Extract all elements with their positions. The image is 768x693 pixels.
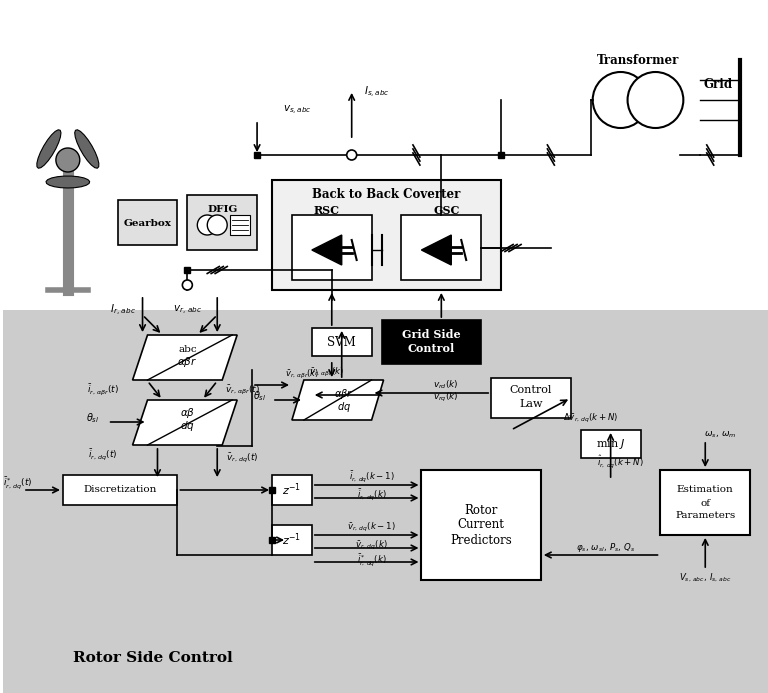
FancyBboxPatch shape [187, 195, 257, 250]
Text: $\bar{i}_{r,\,dq}(k)$: $\bar{i}_{r,\,dq}(k)$ [356, 488, 386, 502]
Text: $v_{s,abc}$: $v_{s,abc}$ [283, 103, 311, 116]
Text: $\bar{i}^*_{r,\,dq}(t)$: $\bar{i}^*_{r,\,dq}(t)$ [3, 475, 33, 491]
FancyBboxPatch shape [3, 0, 768, 310]
Text: $v_{rd}(k)$: $v_{rd}(k)$ [433, 379, 459, 392]
Polygon shape [133, 400, 237, 445]
Text: $\bar{i}_{r,\,\alpha\beta r}(t)$: $\bar{i}_{r,\,\alpha\beta r}(t)$ [87, 383, 119, 398]
Text: $\bar{v}_{r,\,\alpha\beta r}(k)$: $\bar{v}_{r,\,\alpha\beta r}(k)$ [285, 367, 319, 380]
Polygon shape [74, 130, 99, 168]
FancyBboxPatch shape [581, 430, 641, 458]
Text: GSC: GSC [433, 204, 459, 216]
Text: Grid Side: Grid Side [402, 328, 461, 340]
FancyBboxPatch shape [3, 310, 768, 693]
Text: $z^{-1}$: $z^{-1}$ [283, 532, 302, 548]
Text: $\bar{v}_{r,\,dq}(k)$: $\bar{v}_{r,\,dq}(k)$ [356, 538, 388, 552]
Text: $\bar{v}_{r,\,dq}(t)$: $\bar{v}_{r,\,dq}(t)$ [226, 451, 258, 464]
FancyBboxPatch shape [230, 215, 250, 235]
Polygon shape [46, 176, 90, 188]
Text: Transformer: Transformer [598, 53, 680, 67]
Text: Discretization: Discretization [84, 486, 157, 495]
Text: $\bar{v}_{r,\,dq}(k-1)$: $\bar{v}_{r,\,dq}(k-1)$ [347, 520, 396, 534]
FancyBboxPatch shape [118, 200, 177, 245]
Circle shape [56, 148, 80, 172]
Text: $\bar{v}_{r,\,\alpha\beta r}(t)$: $\bar{v}_{r,\,\alpha\beta r}(t)$ [224, 383, 260, 396]
Text: Predictors: Predictors [450, 534, 512, 547]
Text: $I_{r,\,abc}$: $I_{r,\,abc}$ [110, 302, 136, 317]
FancyBboxPatch shape [272, 180, 501, 290]
Text: Gearbox: Gearbox [124, 218, 171, 227]
FancyBboxPatch shape [292, 215, 372, 280]
Text: Back to Back Coverter: Back to Back Coverter [313, 188, 461, 202]
FancyBboxPatch shape [272, 525, 312, 555]
Text: SVM: SVM [327, 335, 356, 349]
Text: Grid: Grid [703, 78, 733, 91]
Polygon shape [422, 235, 452, 265]
Text: Estimation: Estimation [677, 486, 733, 495]
Text: abc: abc [178, 346, 197, 355]
Text: Current: Current [458, 518, 505, 532]
Text: $\bar{v}_{r,\,\alpha\beta r}(k)$: $\bar{v}_{r,\,\alpha\beta r}(k)$ [310, 365, 344, 378]
FancyBboxPatch shape [491, 378, 571, 418]
Text: $\theta_{sl}$: $\theta_{sl}$ [86, 411, 99, 425]
Polygon shape [292, 380, 383, 420]
Text: $\hat{i}_{r,\,dq}(k+N)$: $\hat{i}_{r,\,dq}(k+N)$ [598, 454, 644, 471]
Circle shape [197, 215, 217, 235]
Text: $\bar{i}_{r,\,dq}(t)$: $\bar{i}_{r,\,dq}(t)$ [88, 448, 118, 462]
Text: $v_{rq}(k)$: $v_{rq}(k)$ [433, 390, 459, 403]
Polygon shape [312, 235, 342, 265]
Text: $dq$: $dq$ [180, 419, 195, 433]
Text: $\varphi_s,\,\omega_{sl},\,P_s,\,Q_s$: $\varphi_s,\,\omega_{sl},\,P_s,\,Q_s$ [576, 541, 635, 554]
Circle shape [627, 72, 684, 128]
Text: Rotor Side Control: Rotor Side Control [73, 651, 233, 665]
Text: Control: Control [510, 385, 552, 395]
Text: $\alpha\beta$: $\alpha\beta$ [180, 406, 195, 420]
FancyBboxPatch shape [660, 470, 750, 535]
FancyBboxPatch shape [272, 475, 312, 505]
Text: $\omega_s,\,\omega_m$: $\omega_s,\,\omega_m$ [704, 430, 737, 440]
Circle shape [346, 150, 356, 160]
Circle shape [207, 215, 227, 235]
Text: Law: Law [519, 399, 543, 409]
Polygon shape [133, 335, 237, 380]
Text: $v_{r,\,abc}$: $v_{r,\,abc}$ [173, 304, 202, 317]
FancyBboxPatch shape [63, 475, 177, 505]
FancyBboxPatch shape [382, 320, 482, 364]
Text: $\bar{i}^*_{r,\,dq}(k)$: $\bar{i}^*_{r,\,dq}(k)$ [356, 552, 386, 568]
Text: min $J$: min $J$ [596, 437, 625, 451]
Text: Rotor: Rotor [465, 504, 498, 516]
Text: Control: Control [408, 342, 455, 353]
FancyBboxPatch shape [312, 328, 372, 356]
Text: $\alpha\beta r$: $\alpha\beta r$ [177, 355, 197, 369]
Text: $z^{-1}$: $z^{-1}$ [283, 482, 302, 498]
Text: of: of [700, 498, 710, 507]
FancyBboxPatch shape [402, 215, 482, 280]
Text: $V_{s,\,abc},\,I_{s,\,abc}$: $V_{s,\,abc},\,I_{s,\,abc}$ [679, 572, 732, 584]
Text: DFIG: DFIG [207, 206, 237, 215]
Circle shape [182, 280, 192, 290]
Text: RSC: RSC [314, 204, 339, 216]
Text: $\theta_{sl}$: $\theta_{sl}$ [253, 389, 266, 403]
Text: $I_{s,abc}$: $I_{s,abc}$ [364, 85, 389, 100]
Text: $dq$: $dq$ [336, 400, 351, 414]
Circle shape [593, 72, 648, 128]
FancyBboxPatch shape [422, 470, 541, 580]
Text: $\Delta\bar{v}_{r,\,dq}(k+N)$: $\Delta\bar{v}_{r,\,dq}(k+N)$ [563, 412, 618, 425]
Text: $\alpha\beta r$: $\alpha\beta r$ [334, 387, 353, 401]
Text: $\bar{i}_{r,\,dq}(k-1)$: $\bar{i}_{r,\,dq}(k-1)$ [349, 470, 395, 484]
Polygon shape [37, 130, 61, 168]
Text: Parameters: Parameters [675, 511, 736, 520]
